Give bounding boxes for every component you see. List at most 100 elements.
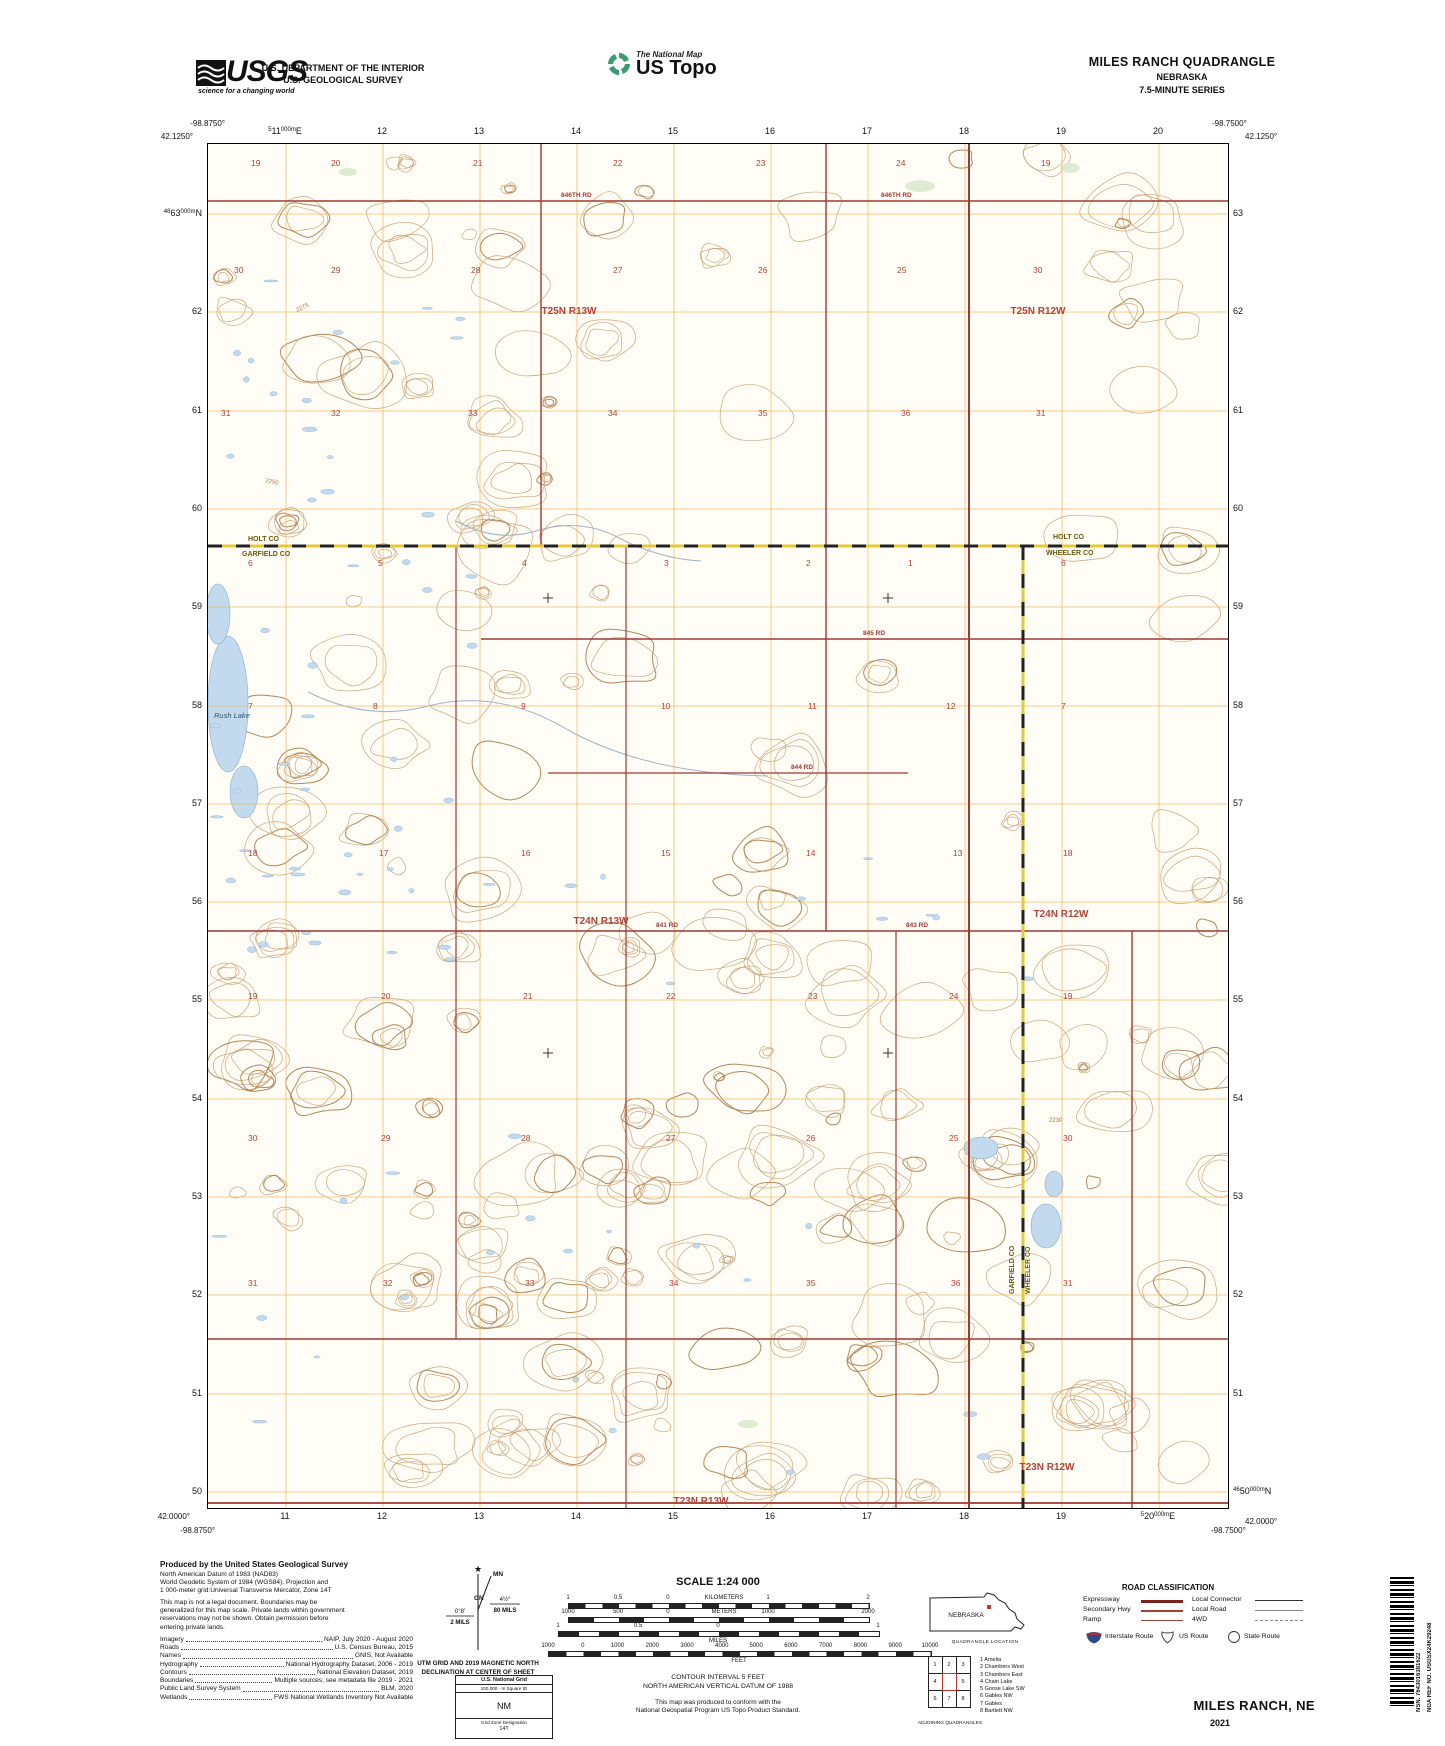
- scale-bar-label: METERS: [711, 1609, 737, 1615]
- svg-text:845 RD: 845 RD: [863, 630, 885, 637]
- adjoining-quad-name: 4 Chain Lake: [980, 1678, 1013, 1685]
- scale-bar-unit: MILES: [708, 1638, 728, 1644]
- svg-text:19: 19: [251, 158, 261, 168]
- adjoining-quad-name: 7 Gables: [980, 1700, 1003, 1707]
- grid-northing-right: 57: [1233, 798, 1244, 808]
- grid-easting-bottom: 18: [958, 1511, 970, 1521]
- svg-text:844 RD: 844 RD: [791, 764, 813, 771]
- svg-text:6: 6: [1061, 558, 1066, 568]
- grid-northing-left: 50: [191, 1486, 202, 1496]
- svg-text:14: 14: [806, 848, 816, 858]
- svg-text:MN: MN: [493, 1571, 503, 1578]
- scale-bar-label: 500: [613, 1609, 624, 1615]
- national-map-label: The National Map: [636, 50, 703, 59]
- adjoining-quad-name: 2 Chambers West: [980, 1664, 1024, 1671]
- svg-text:2230: 2230: [1049, 1118, 1063, 1124]
- grid-northing-left: 60: [191, 503, 202, 513]
- svg-text:28: 28: [471, 265, 481, 275]
- grid-northing-left: 52: [191, 1289, 202, 1299]
- svg-text:HOLT CO: HOLT CO: [1053, 534, 1085, 541]
- production-credits: Produced by the United States Geological…: [160, 1560, 413, 1702]
- grid-easting-bottom: 12: [376, 1511, 388, 1521]
- scale-bar-label: 0.5: [633, 1623, 643, 1629]
- road-class-line-sample: [1255, 1620, 1303, 1621]
- svg-text:WHEELER CO: WHEELER CO: [1046, 550, 1094, 557]
- scale-bar-label: 0.5: [613, 1595, 623, 1601]
- svg-text:18: 18: [1063, 848, 1073, 858]
- grid-northing-right: 52: [1233, 1289, 1244, 1299]
- svg-text:7: 7: [1061, 701, 1066, 711]
- svg-text:1: 1: [908, 558, 913, 568]
- svg-text:2: 2: [806, 558, 811, 568]
- svg-text:30: 30: [234, 265, 244, 275]
- adjoining-quad-name: 1 Amelia: [980, 1657, 1002, 1663]
- road-class-label: 4WD: [1192, 1616, 1208, 1623]
- svg-text:30: 30: [248, 1133, 258, 1143]
- data-source-row: Imagery NAIP, July 2020 - August 2020: [160, 1635, 413, 1643]
- adjoining-cell: 7: [941, 1689, 957, 1708]
- grid-easting-top: 19: [1055, 126, 1067, 136]
- adjoining-cell: 4: [927, 1672, 943, 1691]
- svg-text:25: 25: [949, 1133, 959, 1143]
- grid-easting-top: 16: [764, 126, 776, 136]
- scale-bar-label: 2000: [861, 1609, 875, 1615]
- road-class-line-sample: [1255, 1600, 1303, 1601]
- road-class-line-sample: [1255, 1610, 1303, 1611]
- scale-title: SCALE 1:24 000: [676, 1576, 760, 1588]
- svg-text:11: 11: [808, 701, 817, 711]
- svg-text:2 MILS: 2 MILS: [450, 1620, 469, 1626]
- state-route-icon: [1228, 1631, 1240, 1643]
- grid-easting-top: 15: [667, 126, 679, 136]
- adjoining-quad-name: 3 Chambers East: [980, 1671, 1023, 1678]
- grid-easting-top: 14: [570, 126, 582, 136]
- barcode: [1390, 1577, 1414, 1707]
- grid-easting-top: 17: [861, 126, 873, 136]
- grid-northing-right: 58: [1233, 700, 1244, 710]
- svg-text:Rush Lake: Rush Lake: [214, 711, 250, 720]
- grid-northing-right: 63: [1233, 208, 1244, 218]
- svg-text:17: 17: [379, 848, 389, 858]
- produced-line: 1 000-meter grid:Universal Transverse Me…: [160, 1587, 332, 1595]
- nsn-number: NSN. 7643016381622: [1416, 1652, 1422, 1712]
- produced-line: This map is not a legal document. Bounda…: [160, 1599, 318, 1607]
- usng-box: U.S. National Grid 100,000 - m Square ID…: [455, 1675, 553, 1739]
- road-class-label: Interstate Route: [1105, 1633, 1154, 1640]
- usgs-wordmark: USGS: [226, 55, 308, 88]
- scale-bar-label: 0: [581, 1643, 585, 1649]
- svg-text:846TH RD: 846TH RD: [561, 192, 592, 199]
- grid-easting-top: 511000mE: [268, 126, 302, 136]
- svg-text:843 RD: 843 RD: [906, 922, 928, 929]
- corner-coord-tr-lon: -98.7500°: [1212, 119, 1247, 128]
- svg-text:21: 21: [473, 158, 483, 168]
- scale-bar-label: 2: [866, 1595, 870, 1601]
- us-topo-label: US Topo: [636, 57, 717, 79]
- road-class-label: Expressway: [1083, 1596, 1120, 1603]
- scale-bar-label: 4000: [715, 1643, 729, 1649]
- grid-easting-bottom: 16: [764, 1511, 776, 1521]
- svg-text:12: 12: [946, 701, 956, 711]
- scale-bar-label: 1000: [610, 1643, 625, 1649]
- svg-text:0°8': 0°8': [455, 1609, 465, 1615]
- adjoining-cell: 1: [927, 1655, 943, 1674]
- road-class-label: Local Road: [1192, 1606, 1227, 1613]
- svg-text:T23N R12W: T23N R12W: [1019, 1462, 1075, 1473]
- grid-northing-right: 54: [1233, 1093, 1244, 1103]
- svg-text:23: 23: [808, 991, 818, 1001]
- adjoining-cell: 3: [955, 1655, 971, 1674]
- data-source-row: Names GNIS, Not Available: [160, 1652, 413, 1660]
- svg-text:20: 20: [381, 991, 391, 1001]
- adjoining-cell: 8: [955, 1689, 971, 1708]
- scale-bar-label: 0: [666, 1595, 670, 1601]
- svg-text:24: 24: [896, 158, 906, 168]
- usng-square-id-label: 100,000 - m Square ID: [456, 1685, 552, 1693]
- svg-text:30: 30: [1063, 1133, 1073, 1143]
- svg-text:19: 19: [1063, 991, 1073, 1001]
- svg-text:10: 10: [661, 701, 671, 711]
- svg-text:23: 23: [756, 158, 766, 168]
- scale-bar-label: 2000: [645, 1643, 659, 1649]
- produced-title: Produced by the United States Geological…: [160, 1560, 349, 1569]
- svg-text:GN: GN: [474, 1595, 484, 1602]
- svg-text:29: 29: [331, 265, 341, 275]
- svg-text:31: 31: [1036, 408, 1046, 418]
